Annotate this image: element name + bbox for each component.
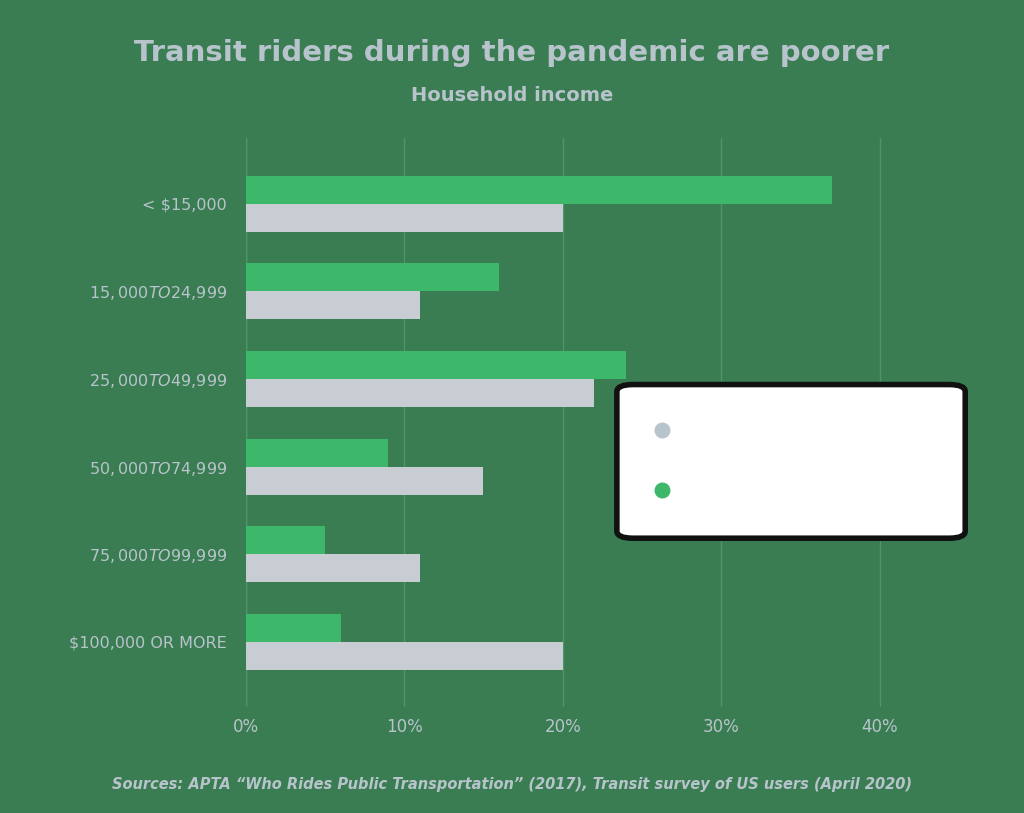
Text: Sources: APTA “Who Rides Public Transportation” (2017), Transit survey of US use: Sources: APTA “Who Rides Public Transpor… bbox=[112, 777, 912, 792]
FancyBboxPatch shape bbox=[616, 385, 966, 538]
Bar bbox=[246, 438, 388, 467]
Point bbox=[653, 424, 670, 437]
Text: Transit riders during the pandemic are poorer: Transit riders during the pandemic are p… bbox=[134, 39, 890, 67]
Text: Transit COVID-19 Survey: Transit COVID-19 Survey bbox=[700, 480, 949, 499]
Bar bbox=[246, 554, 420, 582]
Bar bbox=[246, 379, 594, 407]
Text: Household income: Household income bbox=[411, 86, 613, 106]
Bar bbox=[246, 614, 341, 641]
Bar bbox=[246, 263, 500, 291]
Point bbox=[653, 483, 670, 496]
Text: APTA 2017: APTA 2017 bbox=[700, 421, 809, 439]
Bar bbox=[246, 526, 325, 554]
Bar bbox=[246, 204, 563, 232]
Bar bbox=[246, 176, 833, 204]
Bar bbox=[246, 351, 626, 379]
Bar bbox=[246, 641, 563, 670]
Bar bbox=[246, 291, 420, 320]
Bar bbox=[246, 467, 483, 494]
